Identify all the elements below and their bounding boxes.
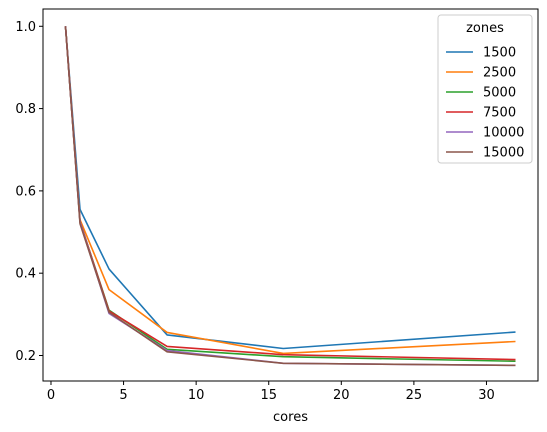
x-tick-label: 25 — [406, 388, 423, 403]
y-tick-label: 0.6 — [15, 184, 36, 199]
x-axis: 0 5 10 15 20 25 30 — [47, 381, 495, 403]
series-line-15000 — [64, 26, 516, 367]
y-tick-label: 0.4 — [15, 267, 36, 282]
x-axis-label: cores — [273, 410, 308, 425]
legend-label-10000: 10000 — [483, 126, 524, 141]
x-tick-label: 5 — [119, 388, 127, 403]
x-tick-label: 20 — [333, 388, 350, 403]
x-tick-label: 0 — [47, 388, 55, 403]
x-tick-label: 10 — [188, 388, 205, 403]
y-axis: 0.2 0.4 0.6 0.8 1.0 — [15, 20, 43, 364]
series-layer — [64, 26, 516, 367]
legend-items: 1500 2500 5000 7500 10000 15000 — [446, 46, 524, 161]
y-tick-label: 1.0 — [15, 20, 36, 35]
legend-label-2500: 2500 — [483, 66, 516, 81]
legend-label-5000: 5000 — [483, 86, 516, 101]
x-tick-label: 15 — [260, 388, 277, 403]
legend-label-15000: 15000 — [483, 146, 524, 161]
legend: zones 1500 2500 5000 7500 10000 15000 — [437, 14, 533, 164]
legend-label-1500: 1500 — [483, 46, 516, 61]
x-tick-label: 30 — [478, 388, 495, 403]
legend-label-7500: 7500 — [483, 106, 516, 121]
legend-title: zones — [466, 21, 504, 36]
y-tick-label: 0.8 — [15, 102, 36, 117]
y-tick-label: 0.2 — [15, 349, 36, 364]
plot-frame — [42, 8, 539, 382]
